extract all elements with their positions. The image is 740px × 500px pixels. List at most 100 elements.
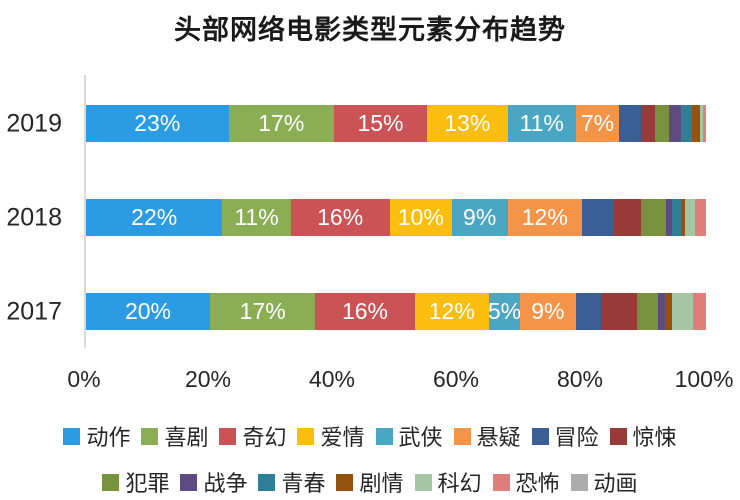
bar-segment-2018-奇幻[interactable]: 16% <box>290 199 390 236</box>
x-axis: 0% 20% 40% 60% 80% 100% <box>67 366 733 396</box>
legend-item-剧情[interactable]: 剧情 <box>336 466 404 498</box>
legend-item-战争[interactable]: 战争 <box>180 466 247 498</box>
legend-item-悬疑[interactable]: 悬疑 <box>453 420 521 452</box>
bar-segment-value: 16% <box>317 204 364 230</box>
bar-segment-2018-爱情[interactable]: 10% <box>389 199 452 236</box>
legend-row-2: 犯罪 战争 青春 剧情 科幻 恐怖 动画 <box>102 466 638 498</box>
legend-swatch-icon <box>258 473 276 491</box>
bar-segment-2017-犯罪[interactable] <box>637 293 659 330</box>
bar-row-2019: 2019 23% 17% 15% 13% 11% 7% <box>6 105 706 142</box>
bar-segment-2019-动作[interactable]: 23% <box>86 105 229 142</box>
bar-segment-2018-恐怖[interactable] <box>695 199 706 236</box>
bar-segment-2018-剧情[interactable] <box>681 199 686 236</box>
bar-segment-value: 7% <box>580 110 615 136</box>
bar-segment-2018-青春[interactable] <box>671 199 682 236</box>
legend-label: 奇幻 <box>242 425 287 450</box>
stacked-bar-2017: 20% 17% 16% 12% 5% 9% <box>86 293 706 330</box>
bar-segment-2019-悬疑[interactable]: 7% <box>575 105 620 142</box>
legend-item-犯罪[interactable]: 犯罪 <box>102 466 169 498</box>
legend-swatch-icon <box>219 427 237 445</box>
chart-title: 头部网络电影类型元素分布趋势 <box>174 15 566 45</box>
bar-segment-value: 12% <box>428 298 475 324</box>
bar-segment-2017-武侠[interactable]: 5% <box>487 293 522 330</box>
bar-segment-value: 20% <box>124 298 172 324</box>
bar-segment-2017-冒险[interactable] <box>575 293 602 330</box>
legend-label: 剧情 <box>359 471 404 496</box>
plot-area: 2019 23% 17% 15% 13% 11% 7% 2018 22% 11% 16% 10% 9% 1… <box>6 75 706 348</box>
legend-label: 科幻 <box>437 471 482 496</box>
legend-swatch-icon <box>570 473 588 491</box>
bar-segment-2018-悬疑[interactable]: 12% <box>507 199 582 236</box>
bar-segment-2017-恐怖[interactable] <box>692 293 706 330</box>
bar-segment-2017-科幻[interactable] <box>671 293 693 330</box>
bar-segment-2018-冒险[interactable] <box>581 199 615 236</box>
bar-segment-2019-奇幻[interactable]: 15% <box>333 105 427 142</box>
legend-swatch-icon <box>375 427 393 445</box>
bar-segment-2017-动作[interactable]: 20% <box>86 293 210 330</box>
legend-swatch-icon <box>180 473 198 491</box>
category-label-2018: 2018 <box>6 203 62 231</box>
legend-label: 战争 <box>203 471 248 496</box>
bar-segment-2018-喜剧[interactable]: 11% <box>222 199 291 236</box>
legend-item-动画[interactable]: 动画 <box>570 466 638 498</box>
bar-segment-2017-剧情[interactable] <box>665 293 672 330</box>
bar-segment-2017-惊悚[interactable] <box>601 293 638 330</box>
legend-item-喜剧[interactable]: 喜剧 <box>141 420 208 452</box>
bar-segment-2018-惊悚[interactable] <box>614 199 641 236</box>
legend-swatch-icon <box>492 473 510 491</box>
bar-segment-2019-犯罪[interactable] <box>655 105 670 142</box>
bar-segment-value: 13% <box>444 110 491 136</box>
legend-label: 冒险 <box>554 425 599 450</box>
bar-segment-2018-犯罪[interactable] <box>640 199 666 236</box>
legend-item-武侠[interactable]: 武侠 <box>375 420 443 452</box>
bar-segment-value: 15% <box>357 110 404 136</box>
legend-label: 喜剧 <box>164 425 209 450</box>
bar-segment-2018-动作[interactable]: 22% <box>86 199 223 236</box>
category-label-2019: 2019 <box>6 109 62 137</box>
legend-item-冒险[interactable]: 冒险 <box>531 420 599 452</box>
bar-segment-2019-青春[interactable] <box>681 105 693 142</box>
bar-segment-2018-科幻[interactable] <box>685 199 696 236</box>
bar-segment-2017-爱情[interactable]: 12% <box>414 293 489 330</box>
legend-swatch-icon <box>453 427 471 445</box>
bar-segment-2018-武侠[interactable]: 9% <box>451 199 508 236</box>
bar-segment-2019-剧情[interactable] <box>692 105 700 142</box>
bar-segment-2019-恐怖[interactable] <box>702 105 706 142</box>
bar-segment-value: 9% <box>531 298 565 324</box>
bar-segment-2019-科幻[interactable] <box>699 105 703 142</box>
bar-segment-2017-喜剧[interactable]: 17% <box>210 293 316 330</box>
legend-label: 爱情 <box>320 425 365 450</box>
bar-segment-2017-奇幻[interactable]: 16% <box>315 293 415 330</box>
bar-segment-value: 9% <box>463 204 497 230</box>
legend-label: 恐怖 <box>515 471 560 496</box>
legend-swatch-icon <box>102 473 120 491</box>
bar-segment-2019-冒险[interactable] <box>619 105 641 142</box>
legend-swatch-icon <box>531 427 549 445</box>
bars-container: 2019 23% 17% 15% 13% 11% 7% 2018 22% 11% 16% 10% 9% 1… <box>6 75 706 330</box>
legend-label: 武侠 <box>398 425 443 450</box>
x-axis-tick-40%: 40% <box>308 366 356 392</box>
bar-segment-2019-武侠[interactable]: 11% <box>507 105 576 142</box>
legend-item-动作[interactable]: 动作 <box>63 420 130 452</box>
bar-segment-2017-战争[interactable] <box>658 293 666 330</box>
legend-item-奇幻[interactable]: 奇幻 <box>219 420 286 452</box>
bar-segment-2018-战争[interactable] <box>665 199 672 236</box>
legend-label: 青春 <box>281 471 326 496</box>
legend-label: 悬疑 <box>476 425 521 450</box>
legend-item-爱情[interactable]: 爱情 <box>297 420 365 452</box>
legend-item-惊悚[interactable]: 惊悚 <box>609 420 677 452</box>
bar-segment-2019-惊悚[interactable] <box>640 105 656 142</box>
x-axis-tick-0%: 0% <box>67 366 101 392</box>
bar-row-2017: 2017 20% 17% 16% 12% 5% 9% <box>6 293 706 330</box>
legend-item-青春[interactable]: 青春 <box>258 466 325 498</box>
bar-segment-2019-战争[interactable] <box>669 105 682 142</box>
bar-segment-value: 17% <box>239 298 286 324</box>
bar-segment-2017-悬疑[interactable]: 9% <box>519 293 576 330</box>
bar-segment-2019-爱情[interactable]: 13% <box>426 105 508 142</box>
legend-item-科幻[interactable]: 科幻 <box>414 466 482 498</box>
legend-item-恐怖[interactable]: 恐怖 <box>492 466 560 498</box>
category-label-2017: 2017 <box>6 297 62 325</box>
bar-segment-2019-喜剧[interactable]: 17% <box>228 105 334 142</box>
bar-segment-value: 5% <box>487 298 522 324</box>
